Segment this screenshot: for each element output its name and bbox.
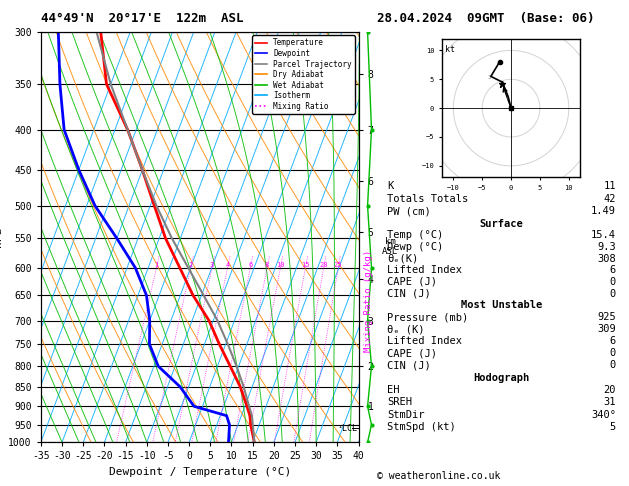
Text: 340°: 340° <box>591 410 616 420</box>
Text: 25: 25 <box>334 262 342 268</box>
Text: © weatheronline.co.uk: © weatheronline.co.uk <box>377 471 501 481</box>
Text: CAPE (J): CAPE (J) <box>387 277 437 287</box>
Text: 1.49: 1.49 <box>591 207 616 216</box>
Text: 8: 8 <box>265 262 269 268</box>
Text: 0: 0 <box>610 277 616 287</box>
Text: 2: 2 <box>499 81 503 86</box>
Text: Pressure (mb): Pressure (mb) <box>387 312 469 322</box>
Text: 1: 1 <box>154 262 159 268</box>
Text: 31: 31 <box>603 398 616 407</box>
Text: 0: 0 <box>610 348 616 358</box>
Text: Lifted Index: Lifted Index <box>387 336 462 347</box>
Text: Totals Totals: Totals Totals <box>387 194 469 204</box>
Text: Lifted Index: Lifted Index <box>387 265 462 275</box>
Legend: Temperature, Dewpoint, Parcel Trajectory, Dry Adiabat, Wet Adiabat, Isotherm, Mi: Temperature, Dewpoint, Parcel Trajectory… <box>252 35 355 114</box>
Text: K: K <box>387 181 394 191</box>
Text: Temp (°C): Temp (°C) <box>387 230 443 240</box>
Text: 309: 309 <box>597 324 616 334</box>
X-axis label: Dewpoint / Temperature (°C): Dewpoint / Temperature (°C) <box>109 467 291 477</box>
Text: 20: 20 <box>320 262 328 268</box>
Text: 925: 925 <box>597 312 616 322</box>
Text: 0: 0 <box>610 360 616 370</box>
Text: 308: 308 <box>597 254 616 263</box>
Text: 1: 1 <box>505 95 508 101</box>
Text: 15.4: 15.4 <box>591 230 616 240</box>
Text: 28.04.2024  09GMT  (Base: 06): 28.04.2024 09GMT (Base: 06) <box>377 12 595 25</box>
Text: 4: 4 <box>497 61 500 66</box>
Text: StmSpd (kt): StmSpd (kt) <box>387 422 456 432</box>
Text: 20: 20 <box>603 385 616 395</box>
Text: 4: 4 <box>225 262 230 268</box>
Text: Hodograph: Hodograph <box>474 373 530 382</box>
Text: kt: kt <box>445 45 455 53</box>
Text: θₑ(K): θₑ(K) <box>387 254 418 263</box>
Text: 44°49'N  20°17'E  122m  ASL: 44°49'N 20°17'E 122m ASL <box>41 12 243 25</box>
Text: EH: EH <box>387 385 400 395</box>
Text: 3: 3 <box>488 75 491 80</box>
Text: Mixing Ratio (g/kg): Mixing Ratio (g/kg) <box>364 250 372 352</box>
Text: PW (cm): PW (cm) <box>387 207 431 216</box>
Text: 42: 42 <box>603 194 616 204</box>
Text: Surface: Surface <box>480 219 523 228</box>
Text: 10: 10 <box>276 262 285 268</box>
Text: θₑ (K): θₑ (K) <box>387 324 425 334</box>
Text: Dewp (°C): Dewp (°C) <box>387 242 443 252</box>
Text: CIN (J): CIN (J) <box>387 360 431 370</box>
Text: 5: 5 <box>610 422 616 432</box>
Text: CAPE (J): CAPE (J) <box>387 348 437 358</box>
Text: 6: 6 <box>610 265 616 275</box>
Text: SREH: SREH <box>387 398 413 407</box>
Text: 2: 2 <box>189 262 193 268</box>
Text: 6: 6 <box>248 262 252 268</box>
Text: 9.3: 9.3 <box>597 242 616 252</box>
Text: 11: 11 <box>603 181 616 191</box>
Y-axis label: hPa: hPa <box>0 227 3 247</box>
Text: StmDir: StmDir <box>387 410 425 420</box>
Text: 0: 0 <box>610 289 616 298</box>
Text: ¹LCL: ¹LCL <box>337 424 357 433</box>
Text: 15: 15 <box>301 262 309 268</box>
Y-axis label: km
ASL: km ASL <box>382 237 398 256</box>
Text: 6: 6 <box>610 336 616 347</box>
Text: Most Unstable: Most Unstable <box>461 300 542 311</box>
Text: CIN (J): CIN (J) <box>387 289 431 298</box>
Text: 3: 3 <box>210 262 214 268</box>
